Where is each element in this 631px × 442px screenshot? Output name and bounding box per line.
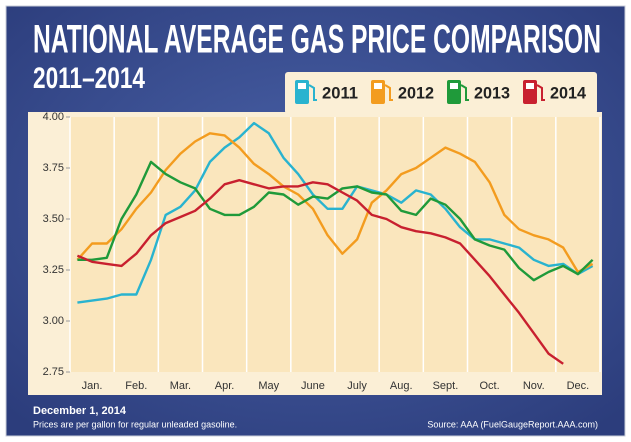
x-tick-label: Oct. — [479, 380, 499, 392]
legend-icon — [523, 80, 545, 104]
x-tick-label: Jan. — [82, 380, 103, 392]
pump-window — [526, 83, 534, 89]
legend-icon — [295, 80, 317, 104]
pump-window — [298, 83, 306, 89]
legend-icon — [371, 80, 393, 104]
y-tick-label: 3.75 — [43, 162, 64, 174]
y-tick-label: 2.75 — [43, 366, 64, 378]
pump-window — [450, 83, 458, 89]
x-tick-label: Aug. — [390, 380, 413, 392]
x-tick-label: July — [347, 380, 367, 392]
series-line — [77, 121, 594, 304]
y-tick-label: 3.50 — [43, 213, 64, 225]
pump-window — [374, 83, 382, 89]
series-line — [77, 160, 594, 282]
pump-hose — [460, 84, 469, 101]
series-line — [76, 179, 564, 365]
note: Prices are per gallon for regular unlead… — [33, 419, 237, 429]
y-tick-label: 3.25 — [43, 264, 64, 276]
x-tick-label: Dec. — [567, 380, 590, 392]
chart-title: NATIONAL AVERAGE GAS PRICE COMPARISON — [33, 18, 601, 62]
y-tick-label: 4.00 — [43, 111, 64, 123]
grid: 2.75 3.00 3.25 3.50 3.75 4.00 Jan. Feb. Mar. Apr.… — [43, 111, 601, 392]
legend-box — [285, 72, 597, 114]
x-tick-label: Sept. — [433, 380, 459, 392]
legend: 2011 2012 2013 2014 — [285, 72, 597, 114]
legend-label: 2014 — [550, 83, 587, 102]
legend-label: 2011 — [322, 83, 358, 102]
legend-icon — [447, 80, 469, 104]
legend-label: 2013 — [474, 83, 510, 102]
lines — [76, 121, 594, 365]
date: December 1, 2014 — [33, 405, 127, 417]
series-line — [76, 132, 594, 274]
x-tick-label: Feb. — [125, 380, 147, 392]
legend-label: 2012 — [398, 83, 434, 102]
source: Source: AAA (FuelGaugeReport.AAA.com) — [427, 419, 598, 429]
pump-hose — [536, 84, 545, 101]
x-tick-label: June — [301, 380, 325, 392]
x-tick-label: Nov. — [523, 380, 545, 392]
pump-hose — [384, 84, 393, 101]
chart-subtitle: 2011–2014 — [33, 62, 145, 95]
pump-hose — [308, 84, 317, 101]
x-tick-label: Apr. — [215, 380, 235, 392]
y-tick-label: 3.00 — [43, 315, 64, 327]
x-tick-label: Mar. — [170, 380, 191, 392]
x-tick-label: May — [258, 380, 279, 392]
